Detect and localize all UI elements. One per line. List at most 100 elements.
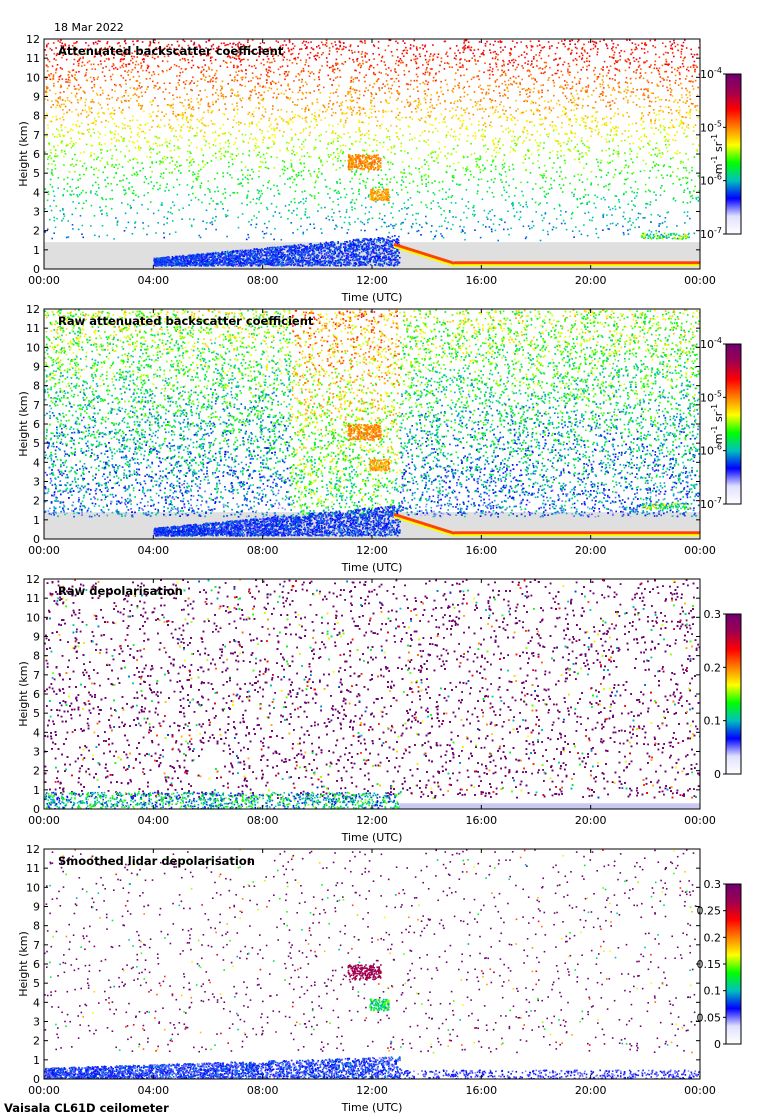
y-tick-label: 2 xyxy=(33,495,40,508)
x-tick-label: 00:00 xyxy=(28,544,60,557)
date-label: 18 Mar 2022 xyxy=(54,21,124,34)
y-tick-label: 0 xyxy=(33,533,40,546)
y-tick-label: 8 xyxy=(33,110,40,123)
colorbar-tick-label: 10-7 xyxy=(700,496,722,511)
x-tick-label: 08:00 xyxy=(247,814,279,827)
colorbar: 10-4 10-5 10-6 10-7 m-1 sr-1 xyxy=(700,336,742,511)
y-tick-label: 2 xyxy=(33,765,40,778)
x-tick-label: 04:00 xyxy=(137,1084,169,1097)
y-tick-label: 3 xyxy=(33,1016,40,1029)
y-tick-label: 6 xyxy=(33,688,40,701)
y-tick-label: 1 xyxy=(33,784,40,797)
y-tick-label: 4 xyxy=(33,186,40,199)
y-tick-label: 9 xyxy=(33,631,40,644)
y-tick-label: 2 xyxy=(33,225,40,238)
chart-title: Attenuated backscatter coefficient xyxy=(58,44,284,58)
colorbar-tick-label: 0.3 xyxy=(704,608,722,621)
x-tick-label: 20:00 xyxy=(575,1084,607,1097)
chart-title: Raw depolarisation xyxy=(58,584,183,598)
colorbar-tick-label: 0.1 xyxy=(704,985,722,998)
x-tick-label: 04:00 xyxy=(137,814,169,827)
y-tick-label: 10 xyxy=(26,881,40,894)
x-tick-label: 12:00 xyxy=(356,274,388,287)
x-axis-label: Time (UTC) xyxy=(341,291,403,304)
chart-title: Smoothed lidar depolarisation xyxy=(58,854,255,868)
x-tick-label: 00:00 xyxy=(28,814,60,827)
x-tick-label: 04:00 xyxy=(137,544,169,557)
x-axis-label: Time (UTC) xyxy=(341,831,403,844)
y-tick-label: 11 xyxy=(26,862,40,875)
y-tick-label: 12 xyxy=(26,573,40,586)
colorbar-tick-label: 10-5 xyxy=(700,389,722,404)
x-tick-label: 16:00 xyxy=(465,814,497,827)
y-tick-label: 4 xyxy=(33,456,40,469)
y-tick-label: 10 xyxy=(26,611,40,624)
y-tick-label: 8 xyxy=(33,650,40,663)
y-tick-label: 7 xyxy=(33,129,40,142)
y-tick-label: 12 xyxy=(26,843,40,856)
colorbar-tick-label: 10-4 xyxy=(700,336,722,351)
x-tick-label: 00:00 xyxy=(28,1084,60,1097)
colorbar-tick-label: 10-5 xyxy=(700,119,722,134)
y-tick-label: 1 xyxy=(33,244,40,257)
y-tick-label: 10 xyxy=(26,71,40,84)
x-tick-label: 00:00 xyxy=(684,1084,716,1097)
y-tick-label: 0 xyxy=(33,1073,40,1086)
y-tick-label: 5 xyxy=(33,437,40,450)
colorbar-tick-label: 0.1 xyxy=(704,715,722,728)
x-tick-label: 00:00 xyxy=(684,544,716,557)
x-tick-label: 12:00 xyxy=(356,814,388,827)
x-tick-label: 08:00 xyxy=(247,274,279,287)
y-tick-label: 2 xyxy=(33,1035,40,1048)
y-axis-label: Height (km) xyxy=(17,931,30,997)
x-tick-label: 20:00 xyxy=(575,544,607,557)
x-axis-label: Time (UTC) xyxy=(341,561,403,574)
y-tick-label: 8 xyxy=(33,380,40,393)
y-tick-label: 8 xyxy=(33,920,40,933)
y-tick-label: 6 xyxy=(33,148,40,161)
x-tick-label: 16:00 xyxy=(465,274,497,287)
y-tick-label: 7 xyxy=(33,669,40,682)
colorbar-tick-label: 0.3 xyxy=(704,878,722,891)
y-tick-label: 9 xyxy=(33,901,40,914)
y-tick-label: 4 xyxy=(33,726,40,739)
colorbar-tick-label: 0.2 xyxy=(704,931,722,944)
x-tick-label: 00:00 xyxy=(684,814,716,827)
colorbar-tick-label: 10-6 xyxy=(700,173,722,188)
y-tick-label: 1 xyxy=(33,1054,40,1067)
y-axis-label: Height (km) xyxy=(17,391,30,457)
y-tick-label: 9 xyxy=(33,361,40,374)
colorbar-tick-label: 10-4 xyxy=(700,66,722,81)
colorbar-tick-label: 10-7 xyxy=(700,226,722,241)
colorbar: 10-4 10-5 10-6 10-7 m-1 sr-1 xyxy=(700,66,742,241)
y-tick-label: 4 xyxy=(33,996,40,1009)
plot-area xyxy=(44,579,700,809)
colorbar-tick-label: 0 xyxy=(714,768,721,781)
y-tick-label: 9 xyxy=(33,91,40,104)
y-tick-label: 3 xyxy=(33,746,40,759)
x-tick-label: 12:00 xyxy=(356,1084,388,1097)
heatmap-field xyxy=(44,849,700,1079)
plot-area xyxy=(44,849,700,1079)
y-tick-label: 1 xyxy=(33,514,40,527)
x-tick-label: 08:00 xyxy=(247,544,279,557)
y-tick-label: 5 xyxy=(33,707,40,720)
x-tick-label: 04:00 xyxy=(137,274,169,287)
x-tick-label: 20:00 xyxy=(575,814,607,827)
y-axis-label: Height (km) xyxy=(17,661,30,727)
y-tick-label: 3 xyxy=(33,206,40,219)
y-tick-label: 6 xyxy=(33,418,40,431)
y-tick-label: 0 xyxy=(33,263,40,276)
heatmap-field xyxy=(44,39,700,269)
x-tick-label: 00:00 xyxy=(28,274,60,287)
y-tick-label: 10 xyxy=(26,341,40,354)
x-tick-label: 00:00 xyxy=(684,274,716,287)
y-tick-label: 7 xyxy=(33,399,40,412)
y-tick-label: 11 xyxy=(26,592,40,605)
x-tick-label: 16:00 xyxy=(465,1084,497,1097)
